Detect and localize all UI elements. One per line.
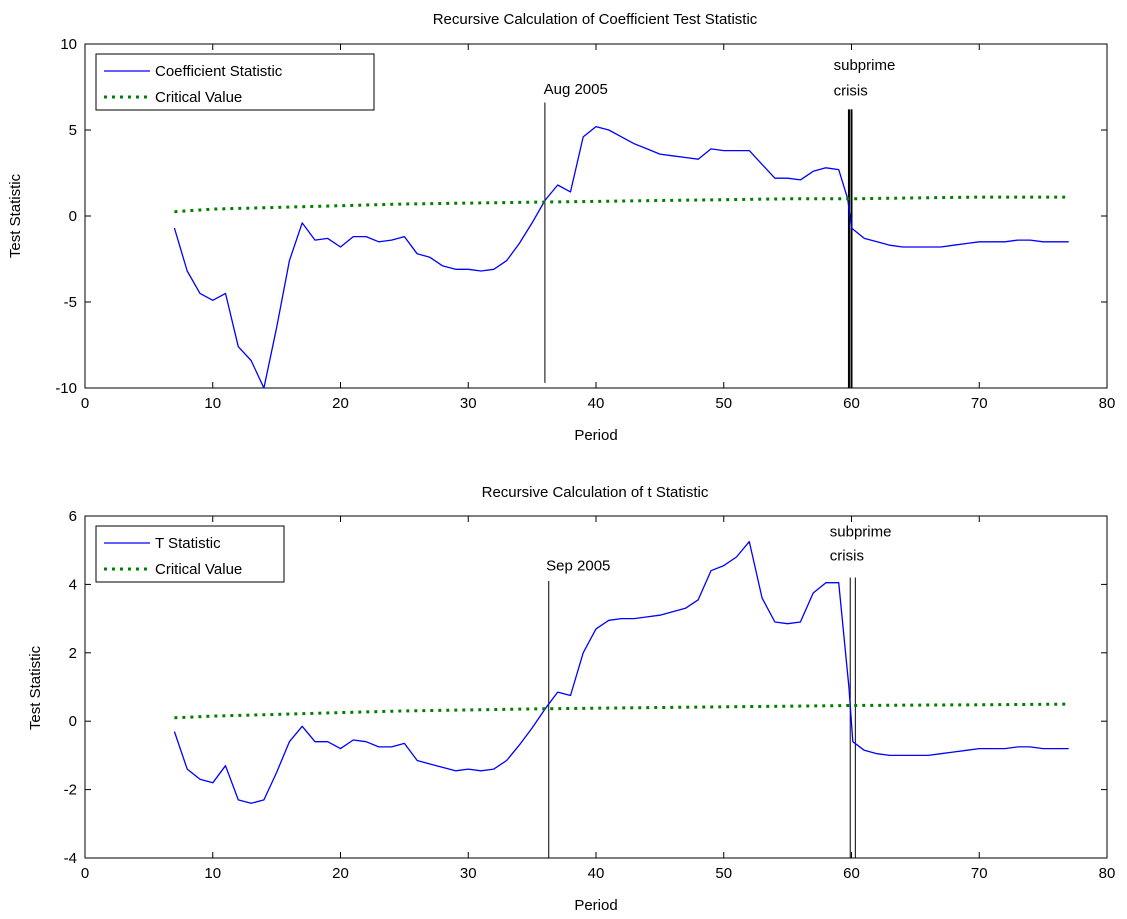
chart-panel-2: Recursive Calculation of t Statistic 0 10… [27,484,1115,914]
y-tick-label: -2 [64,782,77,799]
x-tick-label: 30 [460,395,477,412]
event-lines-2 [548,577,856,858]
y-tick-label: -5 [64,294,77,311]
x-tick-label: 0 [81,395,89,412]
x-tick-label: 30 [460,865,477,882]
y-tick-label: 6 [69,508,77,525]
x-tick-label: 50 [715,395,732,412]
legend-box-2 [95,525,285,583]
annotations-2: Sep 2005 subprime crisis [546,524,891,575]
x-tick-label: 60 [843,865,860,882]
annotation-label: subprime [830,524,892,541]
y-tick-label: 5 [69,122,77,139]
legend-label-critical-value-2: Critical Value [155,561,242,578]
annotation-label: crisis [830,547,864,564]
event-lines-1 [544,102,853,388]
legend-label-coefficient-statistic: Coefficient Statistic [155,63,283,80]
x-axis-label-2: Period [574,897,617,914]
series-group-2 [173,540,1069,804]
x-tick-label: 80 [1099,395,1116,412]
y-tick-label: -10 [55,380,77,397]
chart-title-1: Recursive Calculation of Coefficient Tes… [433,11,758,28]
x-tick-label: 20 [332,865,349,882]
x-tick-label: 70 [971,395,988,412]
y-tick-label: 4 [69,576,77,593]
legend-1: Coefficient Statistic Critical Value [95,53,375,111]
x-tick-label: 60 [843,395,860,412]
legend-2: T Statistic Critical Value [95,525,285,583]
legend-label-t-statistic: T Statistic [155,535,221,552]
x-tick-label: 10 [204,865,221,882]
series-group-1 [173,125,1069,389]
annotation-label: Sep 2005 [546,558,610,575]
x-tick-label: 40 [588,395,605,412]
y-tick-label: 2 [69,645,77,662]
annotation-label: crisis [834,83,868,100]
y-tick-label: 10 [60,36,77,53]
x-tick-label: 80 [1099,865,1116,882]
chart-panel-1: Recursive Calculation of Coefficient Tes… [7,11,1115,444]
series-line-critical-value [174,702,1069,720]
legend-label-critical-value-1: Critical Value [155,89,242,106]
series-line-critical-value [174,195,1069,214]
y-axis-2: -4 -2 0 2 4 6 [64,508,1107,867]
annotation-label: Aug 2005 [544,81,608,98]
legend-box-1 [95,53,375,111]
annotations-1: Aug 2005 subprime crisis [544,57,896,100]
y-tick-label: -4 [64,850,77,867]
x-tick-label: 70 [971,865,988,882]
y-axis-label-1: Test Statistic [7,173,24,258]
x-tick-label: 20 [332,395,349,412]
x-axis-label-1: Period [574,427,617,444]
x-tick-label: 40 [588,865,605,882]
y-tick-label: 0 [69,713,77,730]
series-line-coefficient-statistic [173,125,1069,389]
x-tick-label: 10 [204,395,221,412]
x-tick-label: 50 [715,865,732,882]
y-axis-label-2: Test Statistic [27,645,44,730]
x-axis-2: 0 10 20 30 40 50 60 70 80 [81,516,1116,882]
x-tick-label: 0 [81,865,89,882]
y-axis-1: -10 -5 0 5 10 [55,36,1107,397]
y-tick-label: 0 [69,208,77,225]
chart-title-2: Recursive Calculation of t Statistic [482,484,709,501]
series-line-t-statistic [173,540,1069,804]
annotation-label: subprime [834,57,896,74]
